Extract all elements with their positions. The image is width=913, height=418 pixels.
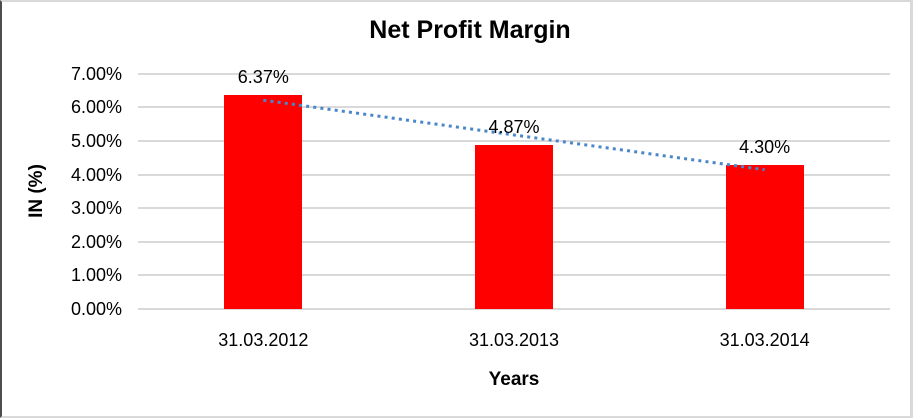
bar-data-label: 4.87%	[488, 117, 540, 138]
bar-data-label: 4.30%	[739, 136, 791, 157]
x-tick-label: 31.03.2013	[468, 330, 560, 350]
y-tick-label: 7.00%	[70, 63, 122, 84]
x-tick-label: 31.03.2012	[218, 330, 309, 350]
y-tick-label: 0.00%	[70, 299, 122, 319]
y-tick-label: 4.00%	[70, 164, 122, 185]
gridline	[138, 308, 890, 310]
y-tick-label: 2.00%	[70, 231, 122, 252]
bar-data-label: 6.37%	[237, 66, 289, 87]
bar	[475, 145, 553, 309]
x-axis-title: Years	[488, 369, 540, 390]
x-tick-label: 31.03.2014	[719, 330, 810, 350]
gridline	[138, 72, 890, 75]
y-tick-label: 6.00%	[70, 97, 122, 118]
bar	[224, 94, 303, 309]
y-tick-label: 1.00%	[70, 265, 122, 286]
y-tick-label: 5.00%	[70, 131, 122, 151]
y-tick-label: 3.00%	[70, 198, 122, 219]
chart-title: Net Profit Margin	[369, 16, 571, 44]
y-axis-title: IN (%)	[26, 164, 47, 218]
bar	[725, 164, 804, 309]
